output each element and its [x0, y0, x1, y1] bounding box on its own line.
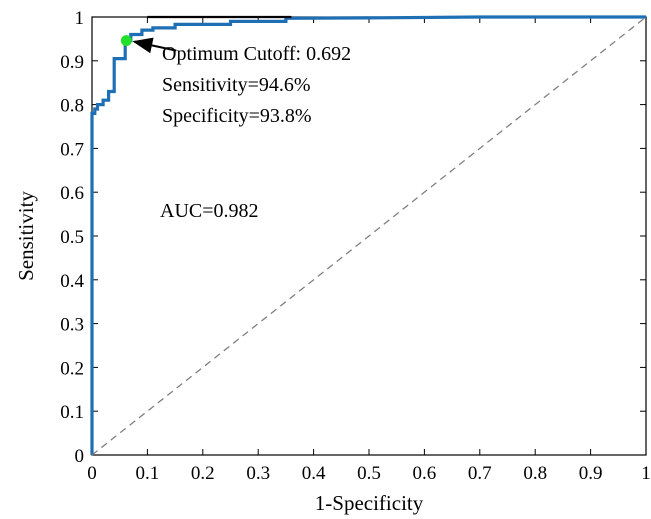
x-tick-label: 0.1	[136, 463, 160, 484]
y-tick-label: 0.3	[60, 315, 84, 336]
x-tick-label: 1	[641, 463, 651, 484]
x-tick-label: 0.5	[357, 463, 381, 484]
x-tick-label: 0.6	[413, 463, 437, 484]
y-tick-label: 0.1	[60, 402, 84, 423]
y-tick-label: 0.4	[60, 271, 84, 292]
x-tick-label: 0.8	[523, 463, 547, 484]
y-tick-label: 0.5	[60, 227, 84, 248]
y-tick-label: 0.7	[60, 139, 84, 160]
annotation-specificity: Specificity=93.8%	[162, 105, 312, 127]
y-tick-label: 0	[75, 446, 85, 467]
x-tick-label: 0.2	[191, 463, 215, 484]
y-tick-label: 0.9	[60, 52, 84, 73]
optimum-point	[120, 35, 132, 47]
plot-area	[90, 15, 647, 456]
annotation-sensitivity: Sensitivity=94.6%	[162, 74, 311, 96]
optimum-arrow	[132, 37, 177, 54]
annotation-cutoff: Optimum Cutoff: 0.692	[162, 43, 351, 65]
y-tick-label: 0.2	[60, 358, 84, 379]
x-tick-label: 0.4	[302, 463, 326, 484]
annotation-auc: AUC=0.982	[160, 200, 259, 222]
x-axis-label: 1-Specificity	[315, 491, 424, 515]
x-tick-label: 0.9	[579, 463, 603, 484]
y-axis-label: Sensitivity	[14, 191, 38, 281]
y-tick-label: 0.6	[60, 183, 84, 204]
y-tick-label: 0.8	[60, 96, 84, 117]
tick-labels: 0 0.1 0.2 0.3 0.4 0.5 0.6 0.7 0.8 0.9 1 0 0.1 0.2 0.3 0…	[60, 8, 651, 484]
x-tick-label: 0.3	[246, 463, 270, 484]
y-tick-label: 1	[75, 8, 85, 29]
reference-diagonal	[91, 16, 647, 456]
x-tick-label: 0.7	[468, 463, 492, 484]
x-tick-label: 0	[87, 463, 97, 484]
